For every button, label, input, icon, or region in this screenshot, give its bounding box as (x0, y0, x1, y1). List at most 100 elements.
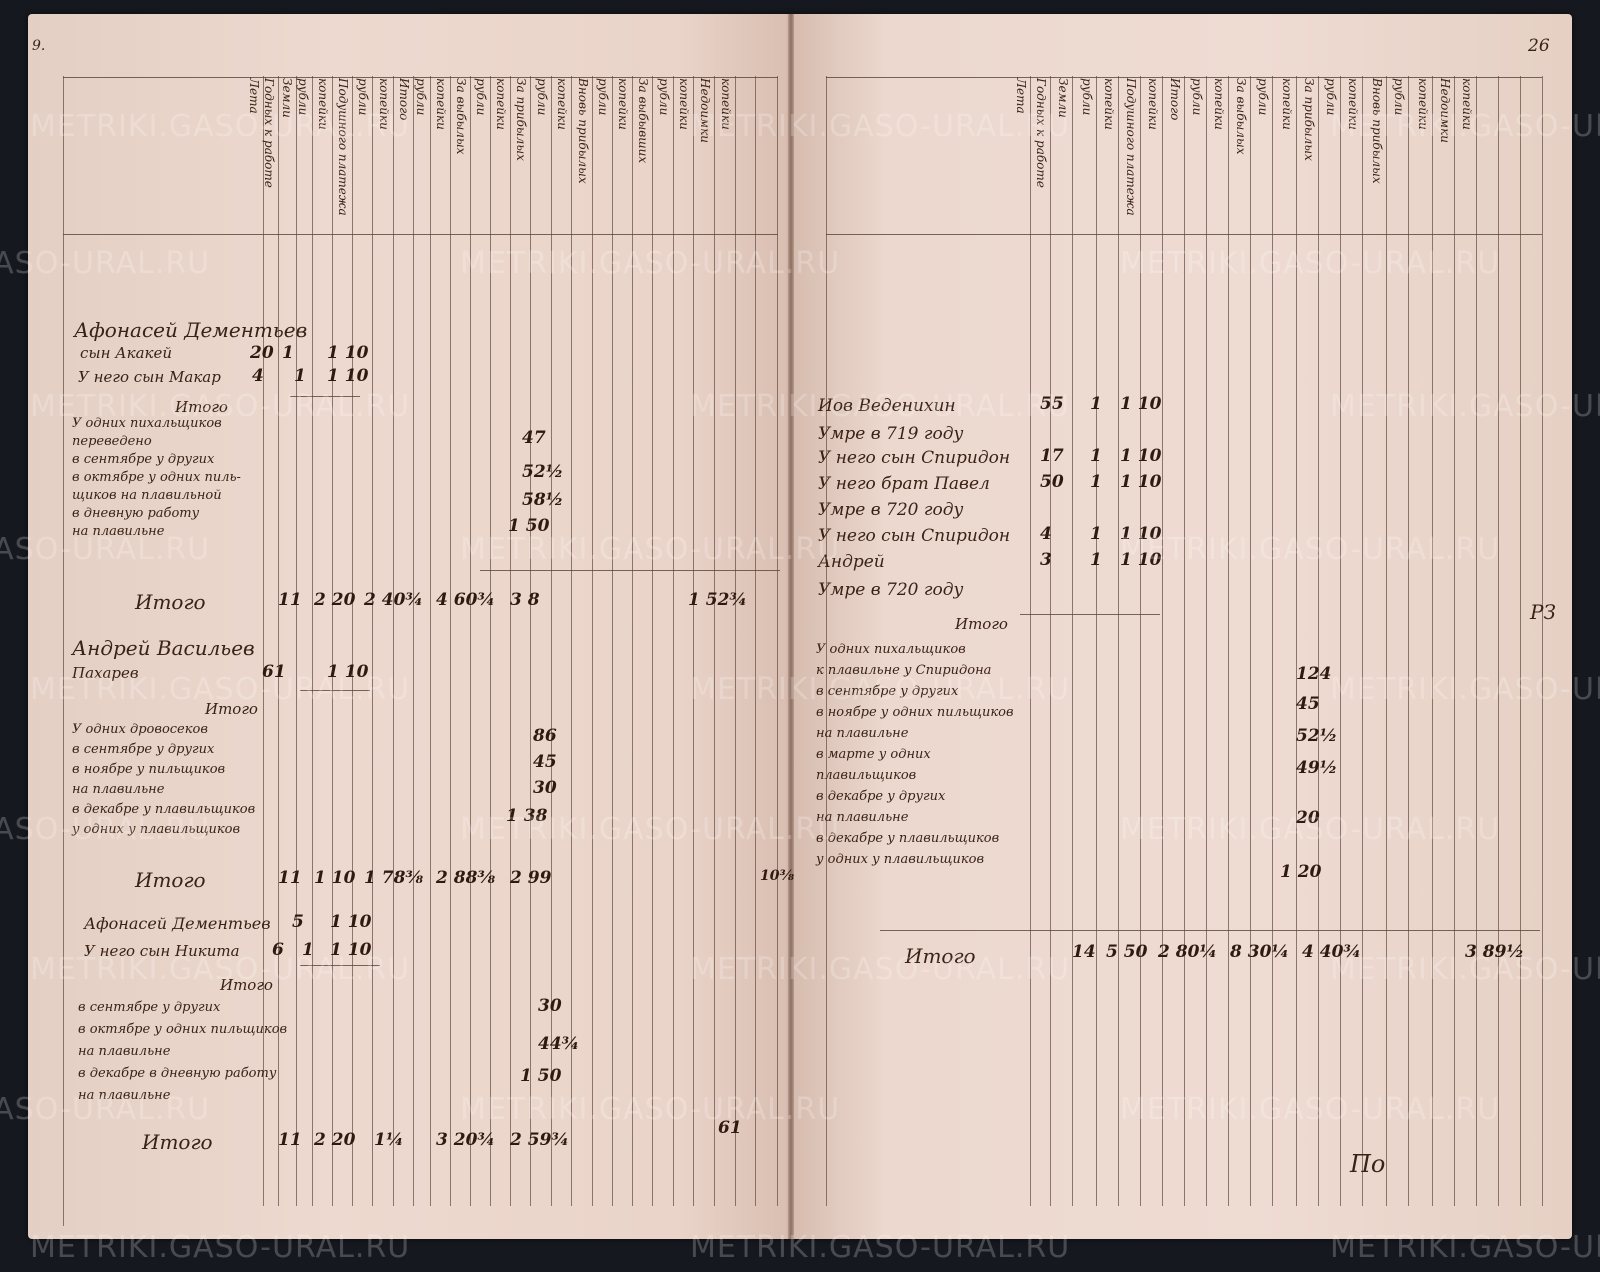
watermark: METRIKI.GASO-URAL.RU (30, 1230, 411, 1265)
column-rule (1542, 76, 1543, 1206)
column-header: копейки (616, 78, 630, 130)
column-rule (352, 76, 353, 1206)
column-rule (1476, 76, 1477, 1206)
total-value: 11 (278, 1130, 302, 1150)
row-rule (880, 930, 1540, 931)
value: 61 (262, 662, 286, 682)
column-header: Лета (1014, 78, 1028, 114)
entry-text: в декабре у плавильщиков (816, 831, 1000, 846)
watermark: METRIKI.GASO-URAL.RU (1120, 246, 1501, 281)
value: 30 (533, 778, 557, 798)
value: 1 38 (506, 806, 548, 826)
total-value: 1 52¾ (688, 590, 748, 610)
value: 30 (538, 996, 562, 1016)
entry-text: в октябре у одних пильщиков (78, 1022, 288, 1037)
value: 49½ (1296, 758, 1338, 778)
column-rule (551, 76, 552, 1206)
value: 86 (533, 726, 557, 746)
column-header: копейки (1280, 78, 1294, 130)
column-rule (1030, 76, 1031, 1206)
value: 45 (1296, 694, 1320, 714)
entry-text: в декабре у плавильщиков (72, 802, 256, 817)
total-value: 1¼ (374, 1130, 404, 1150)
column-header: копейки (1460, 78, 1474, 130)
column-rule (430, 76, 431, 1206)
entry-name: Андрей Васильев (72, 636, 255, 660)
column-header: копейки (1102, 78, 1116, 130)
entry-text: У одних пихальщиков (72, 416, 222, 431)
itogo-label: Итого (220, 976, 273, 994)
value: 1 (1090, 550, 1102, 570)
watermark: METRIKI.GASO-URAL.RU (1120, 812, 1501, 847)
entry-text: у одних у плавильщиков (816, 852, 985, 867)
value: 1 (302, 940, 314, 960)
entry-text: на плавильне (72, 782, 165, 797)
column-header: рубли (1080, 78, 1094, 116)
watermark: METRIKI.GASO-URAL.RU (460, 532, 841, 567)
entry-text: Иов Веденихин (818, 396, 956, 416)
column-rule (450, 76, 451, 1206)
column-rule (735, 76, 736, 1206)
column-rule (1408, 76, 1409, 1206)
value: 1 10 (1120, 550, 1162, 570)
column-rule (1072, 76, 1073, 1206)
entry-text: У него сын Спиридон (818, 448, 1011, 468)
total-value: 3 8 (510, 590, 540, 610)
row-rule (63, 77, 778, 78)
value: 1 (294, 366, 306, 386)
value: 58½ (522, 490, 564, 510)
column-rule (1520, 76, 1521, 1206)
value: 4 (252, 366, 264, 386)
watermark: METRIKI.GASO-URAL.RU (690, 389, 1071, 424)
column-rule (1050, 76, 1051, 1206)
column-header: рубли (1392, 78, 1406, 116)
column-header: Подушного платежа (336, 78, 350, 216)
column-header: За выбылых (1234, 78, 1248, 155)
value: 1 10 (327, 343, 369, 363)
itogo-label: Итого (205, 700, 258, 718)
value: 47 (522, 428, 546, 448)
watermark: METRIKI.GASO-URAL.RU (690, 952, 1071, 987)
right-page-number: 26 (1528, 36, 1550, 56)
total-value: 2 20 (314, 590, 356, 610)
column-header: За прибылых (514, 78, 528, 161)
column-header: копейки (1346, 78, 1360, 130)
total-value: 14 (1072, 942, 1096, 962)
total-value: 61 (718, 1118, 742, 1138)
entry-text: на плавильне (72, 524, 165, 539)
total-value: 4 60¾ (436, 590, 496, 610)
column-rule (1096, 76, 1097, 1206)
column-header: Недоимки (698, 78, 712, 143)
column-rule (530, 76, 531, 1206)
row-rule (1020, 614, 1160, 615)
column-header: рубли (474, 78, 488, 116)
total-value: 10⅜ (760, 868, 794, 884)
column-header: Годных к работе (1034, 78, 1048, 188)
entry-text: в ноябре у одних пильщиков (816, 705, 1014, 720)
column-rule (571, 76, 572, 1206)
column-header: копейки (494, 78, 508, 130)
column-header: Лета (247, 78, 261, 114)
total-value: 3 20¾ (436, 1130, 496, 1150)
watermark: METRIKI.GASO-URAL.RU (1120, 532, 1501, 567)
column-header: рубли (596, 78, 610, 116)
row-rule (300, 690, 370, 691)
column-rule (263, 76, 264, 1206)
watermark: METRIKI.GASO-URAL.RU (1330, 389, 1600, 424)
total-value: 2 99 (510, 868, 552, 888)
column-header: За прибылых (1302, 78, 1316, 161)
column-header: Итого (397, 78, 411, 121)
column-rule (1340, 76, 1341, 1206)
column-header: Земли (1056, 78, 1070, 118)
column-rule (1228, 76, 1229, 1206)
column-rule (63, 76, 64, 1226)
column-rule (413, 76, 414, 1206)
watermark: METRIKI.GASO-URAL.RU (690, 672, 1071, 707)
entry-text: на плавильне (816, 810, 909, 825)
total-value: 4 40¾ (1302, 942, 1362, 962)
entry-text: в декабре у других (816, 789, 946, 804)
watermark: METRIKI.GASO-URAL.RU (0, 246, 211, 281)
column-rule (1162, 76, 1163, 1206)
watermark: METRIKI.GASO-URAL.RU (30, 389, 411, 424)
row-rule (826, 77, 1542, 78)
